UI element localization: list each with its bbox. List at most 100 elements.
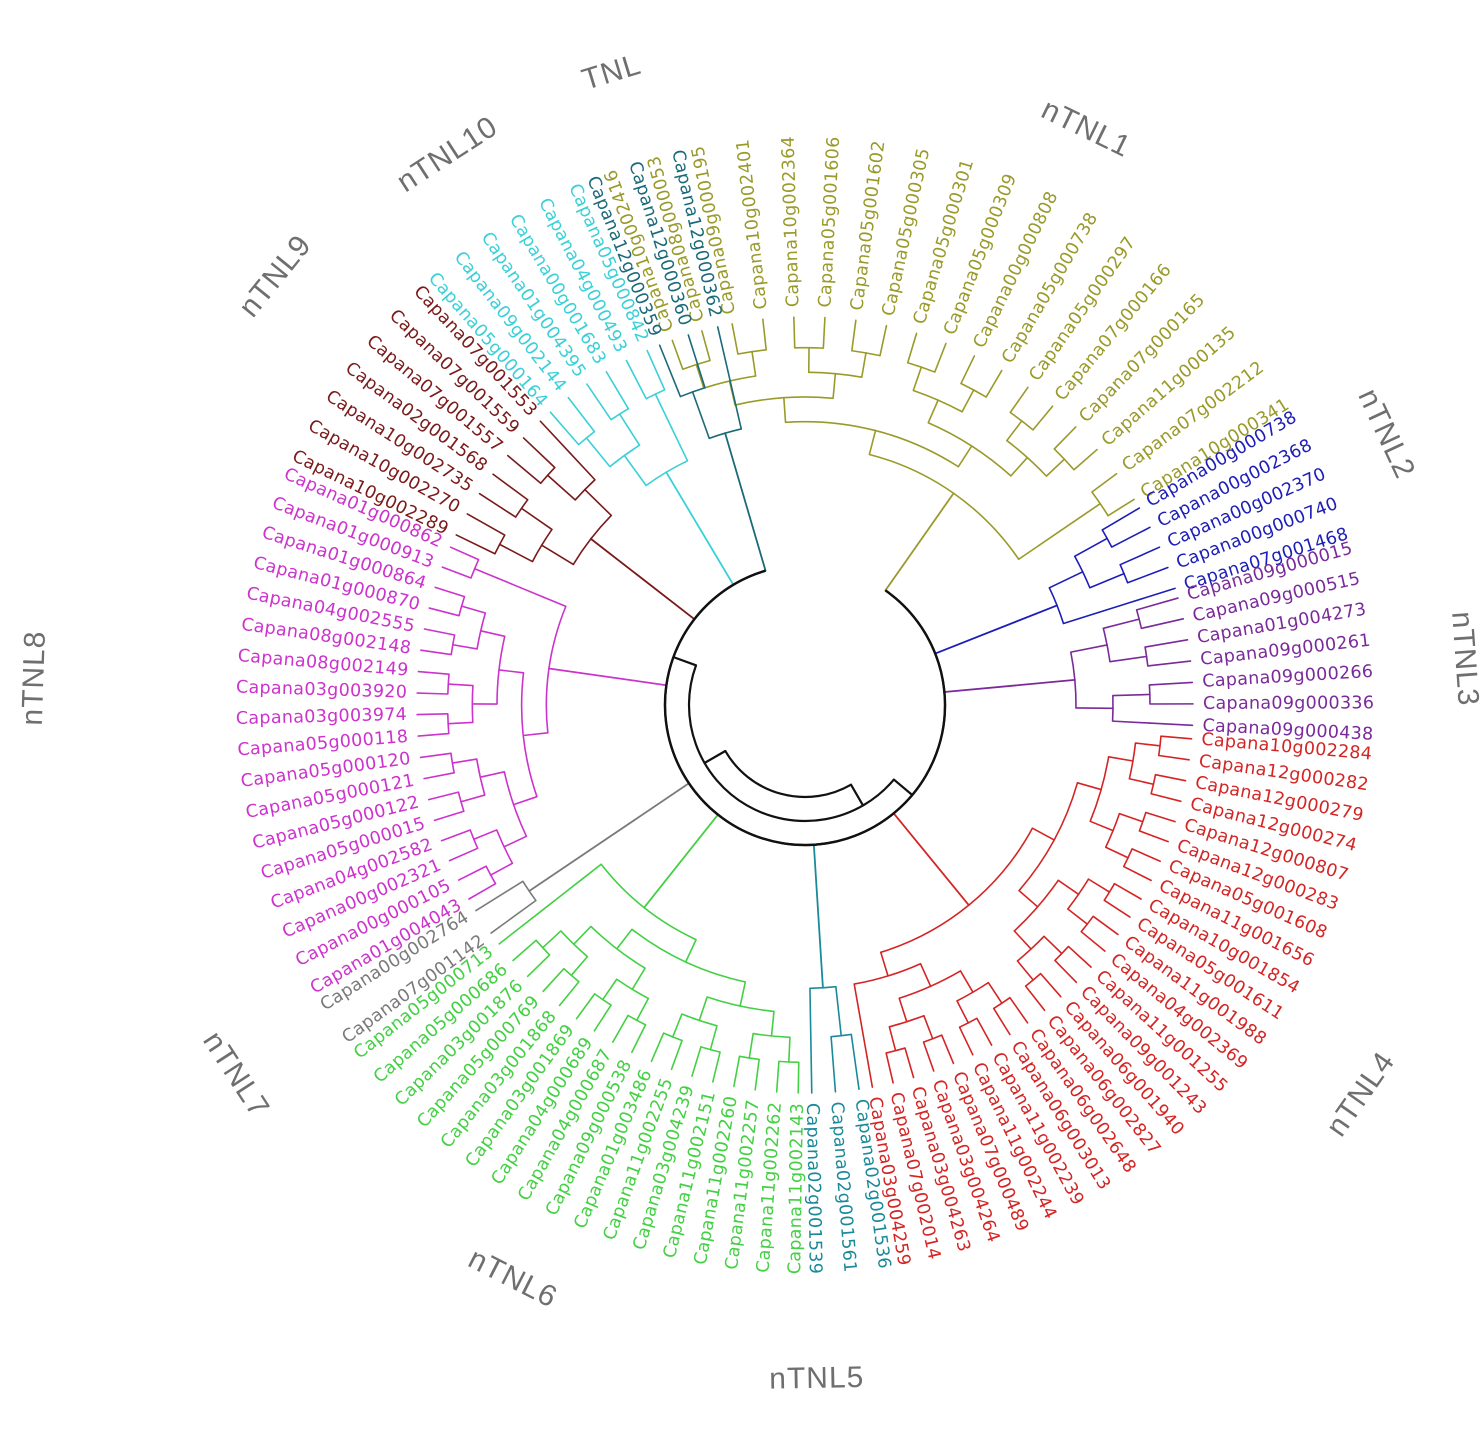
tree-branch xyxy=(1006,420,1023,442)
leaf-label: Capana11g002143 xyxy=(785,1103,808,1275)
tree-branch xyxy=(822,316,826,349)
tree-branch xyxy=(447,721,474,725)
tree-branch xyxy=(1110,526,1151,548)
tree-branch xyxy=(961,389,975,413)
tree-branch xyxy=(605,370,630,410)
tree-branch xyxy=(1140,618,1185,630)
clade-stem xyxy=(643,813,719,909)
tree-branch xyxy=(879,324,888,357)
tree-branch xyxy=(623,454,647,487)
clade-stem xyxy=(665,471,735,586)
tree-branch xyxy=(612,1014,629,1043)
tree-branch xyxy=(866,1056,874,1088)
tree-branch xyxy=(616,928,633,950)
tree-branch xyxy=(455,534,496,555)
tree-branch xyxy=(646,349,666,391)
backbone-arc xyxy=(663,569,947,847)
tree-branch xyxy=(1160,735,1193,740)
tree-branch xyxy=(1148,722,1194,727)
leaf-label: Capana02g001539 xyxy=(802,1103,825,1275)
tree-branch xyxy=(601,978,618,1001)
tree-branch xyxy=(1009,996,1029,1024)
backbone-arc xyxy=(724,750,852,799)
tree-branch xyxy=(572,925,592,945)
tree-branch xyxy=(1133,587,1176,603)
tree-branch xyxy=(860,352,867,379)
tree-branch xyxy=(542,893,564,911)
tree-branch xyxy=(879,951,889,977)
tree-branch xyxy=(1144,639,1189,648)
clade-stem xyxy=(934,604,1058,655)
tree-branch xyxy=(1150,792,1182,803)
tree-branch xyxy=(586,383,612,421)
tree-branch xyxy=(512,939,537,962)
leaf-label: Capana10g002401 xyxy=(733,138,771,310)
tree-branch xyxy=(1089,820,1114,832)
clade-stem xyxy=(590,537,696,621)
tree-branch xyxy=(716,326,731,382)
tree-branch xyxy=(1073,448,1098,471)
tree-branch xyxy=(1057,879,1080,896)
tree-branch xyxy=(1016,960,1034,981)
tree-branch xyxy=(933,342,947,373)
tree-branch xyxy=(1107,756,1134,762)
tree-branch xyxy=(1111,720,1151,724)
tree-branch xyxy=(434,586,466,598)
tree-branch xyxy=(460,605,487,614)
clade-label: nTNL10 xyxy=(391,110,504,199)
tree-branch xyxy=(1128,777,1155,786)
tree-branch xyxy=(451,643,478,650)
tree-branch xyxy=(783,396,787,424)
tree-branch xyxy=(788,1036,791,1063)
tree-branch xyxy=(695,363,705,389)
tree-branch xyxy=(498,543,534,563)
tree-branch xyxy=(542,596,567,608)
tree-branch xyxy=(959,970,974,993)
tree-branch xyxy=(522,732,549,737)
tree-branch xyxy=(830,1035,837,1093)
tree-branch xyxy=(868,429,877,456)
leaf-label: Capana09g000336 xyxy=(1203,693,1374,713)
tree-branch xyxy=(503,835,528,848)
tree-branch xyxy=(1062,611,1100,625)
clade-stem xyxy=(812,843,824,989)
backbone-branch xyxy=(703,749,727,765)
tree-branch xyxy=(490,899,537,934)
tree-branch xyxy=(473,829,498,840)
tree-branch xyxy=(416,692,449,695)
tree-branch xyxy=(540,544,575,566)
leaf-label: Capana05g001602 xyxy=(847,139,889,311)
tree-branch xyxy=(1112,693,1151,697)
tree-branch xyxy=(958,1026,974,1056)
tree-branch xyxy=(1013,930,1032,950)
tree-branch xyxy=(1024,985,1046,1012)
tree-branch xyxy=(427,791,460,801)
clade-label: nTNL7 xyxy=(196,1026,275,1124)
backbone-arc xyxy=(693,583,734,620)
clade-stem xyxy=(884,492,955,592)
tree-branch xyxy=(423,772,455,780)
tree-branch xyxy=(492,473,529,501)
tree-branch xyxy=(733,1055,741,1088)
clade-label: nTNL4 xyxy=(1320,1046,1402,1143)
tree-branch xyxy=(1104,846,1129,859)
tree-branch xyxy=(898,997,908,1023)
tree-branch xyxy=(568,451,596,481)
tree-branch xyxy=(512,795,538,806)
tree-branch xyxy=(912,366,923,392)
tree-branch xyxy=(691,1046,702,1077)
backbone-branch xyxy=(849,783,865,807)
tree-branch xyxy=(631,1023,647,1054)
tree-branch xyxy=(635,997,650,1022)
tree-branch xyxy=(428,607,460,617)
tree-branch xyxy=(1032,405,1054,431)
tree-branch xyxy=(687,334,706,389)
leaf-labels: Capana10g002416Capana08g000053Capana09g0… xyxy=(236,136,1375,1275)
clade-stem xyxy=(892,812,970,907)
tree-branch xyxy=(888,1025,897,1052)
tree-branch xyxy=(416,713,449,716)
tree-branch xyxy=(1097,600,1135,614)
tree-branch xyxy=(549,411,580,446)
